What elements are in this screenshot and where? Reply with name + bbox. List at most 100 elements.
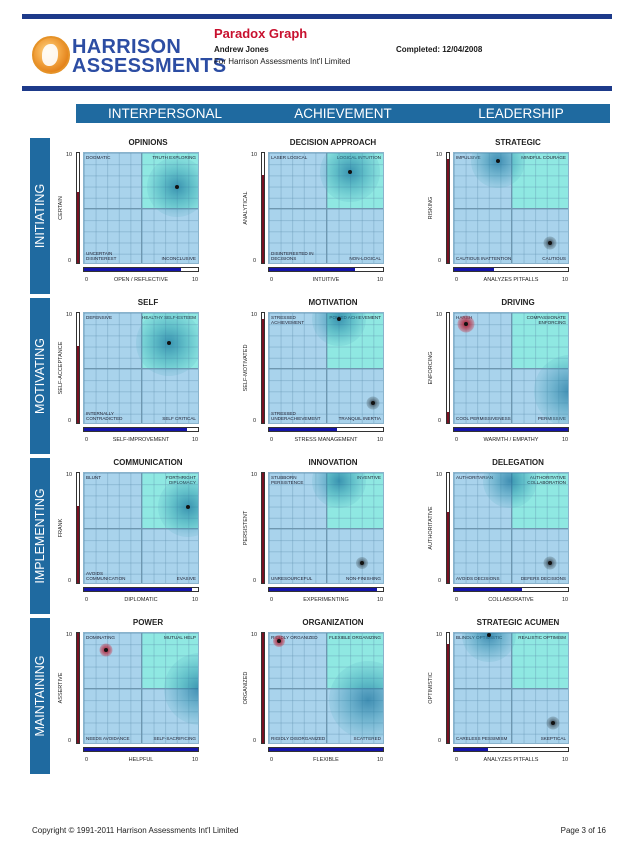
- x-axis-label: ANALYZES PITFALLS: [483, 277, 539, 283]
- x-score-fill: [454, 588, 523, 591]
- x-score-fill: [84, 428, 187, 431]
- plot-area: BLINDLY OPTIMISTICREALISTIC OPTIMISMCARE…: [453, 632, 569, 744]
- y-tick-max: 10: [436, 312, 443, 318]
- x-axis-label: ANALYZES PITFALLS: [483, 757, 539, 763]
- y-tick-max: 10: [251, 152, 258, 158]
- page-title: Paradox Graph: [214, 26, 308, 41]
- y-axis-label: CERTAIN: [58, 196, 64, 220]
- mid-line-horizontal: [454, 688, 568, 689]
- paradox-chart: DRIVING ENFORCING 10 0 HARSHCOMPASSIONATE EN…: [428, 298, 608, 454]
- chart-title: STRATEGIC: [495, 138, 541, 147]
- y-score-fill: [77, 191, 79, 263]
- paradox-chart: OPINIONS CERTAIN 10 0 DOGMATICTRUTH EXPLORIN…: [58, 138, 238, 294]
- x-score-bar: [83, 267, 199, 272]
- x-tick-min: 0: [270, 597, 274, 603]
- plot-area: BLUNTFORTHRIGHT DIPLOMACYAVOIDS COMMUNIC…: [83, 472, 199, 584]
- x-tick-max: 10: [192, 437, 199, 443]
- score-marker: [166, 341, 171, 346]
- x-score-bar: [453, 427, 569, 432]
- chart-title: COMMUNICATION: [113, 458, 183, 467]
- logo-line2: ASSESSMENTS: [72, 55, 227, 77]
- y-tick-max: 10: [66, 472, 73, 478]
- y-axis-label: ANALYTICAL: [243, 191, 249, 225]
- quadrant-label-top-right: MUTUAL HELP: [164, 635, 196, 640]
- score-marker: [348, 170, 353, 175]
- quadrant-label-bottom-right: TRANQUIL INERTIA: [338, 415, 381, 421]
- x-score-bar: [453, 267, 569, 272]
- y-score-bar: [261, 312, 265, 424]
- quadrant-label-top-right: AUTHORITATIVE COLLABORATION: [527, 475, 566, 486]
- logo-line1: HARRISON: [72, 36, 182, 58]
- y-score-fill: [262, 473, 264, 583]
- quadrant-label-top-right: MINDFUL COURAGE: [521, 155, 566, 160]
- x-tick-min: 0: [85, 757, 89, 763]
- x-score-fill: [454, 748, 489, 751]
- y-score-bar: [261, 152, 265, 264]
- x-score-fill: [454, 268, 494, 271]
- x-tick-min: 0: [270, 437, 274, 443]
- quadrant-label-bottom-right: INCONCLUSIVE: [161, 255, 196, 261]
- y-score-fill: [262, 318, 264, 423]
- paradox-chart: DECISION APPROACH ANALYTICAL 10 0 LASER LOGI…: [243, 138, 423, 294]
- quadrant-label-top-left: DEFENSIVE: [86, 315, 113, 320]
- y-tick-min: 0: [253, 578, 257, 584]
- x-score-bar: [268, 267, 384, 272]
- y-tick-max: 10: [251, 312, 258, 318]
- quadrant-label-top-left: LASER LOGICAL: [271, 155, 308, 160]
- paradox-chart: STRATEGIC RISKING 10 0 IMPULSIVE MINDFUL COUR…: [428, 138, 608, 294]
- x-tick-max: 10: [562, 597, 569, 603]
- mid-line-horizontal: [269, 368, 383, 369]
- top-divider: [22, 14, 612, 19]
- mid-line-horizontal: [454, 528, 568, 529]
- y-axis-label: FRANK: [58, 518, 64, 538]
- x-tick-max: 10: [562, 437, 569, 443]
- quadrant-label-top-left: IMPULSIVE: [456, 155, 481, 160]
- x-tick-min: 0: [85, 597, 89, 603]
- plot-area: DEFENSIVEHEALTHY SELF-ESTEEMINTERNALLY C…: [83, 312, 199, 424]
- quadrant-label-top-right: FLEXIBLE ORGANIZING: [329, 635, 381, 640]
- score-marker: [359, 560, 364, 565]
- y-score-bar: [76, 472, 80, 584]
- x-score-fill: [269, 268, 355, 271]
- quadrant-label-top-right: REALISTIC OPTIMISM: [518, 635, 566, 640]
- quadrant-label-top-left: STRESSED ACHIEVEMENT: [271, 315, 305, 326]
- score-marker: [463, 322, 468, 327]
- y-tick-min: 0: [253, 738, 257, 744]
- quadrant-label-bottom-right: SELF-SACRIFICING: [153, 735, 196, 741]
- x-tick-min: 0: [270, 757, 274, 763]
- quadrant-label-bottom-left: COOL PERMISSIVENESS: [456, 415, 511, 421]
- harrison-logo: HARRISON ASSESSMENTS: [32, 34, 226, 80]
- quadrant-label-top-left: RIGIDLY ORGANIZED: [271, 635, 318, 640]
- y-score-bar: [76, 632, 80, 744]
- quadrant-label-bottom-left: INTERNALLY CONTRADICTED: [86, 410, 123, 421]
- x-score-fill: [84, 748, 198, 751]
- y-score-fill: [447, 412, 449, 423]
- x-tick-max: 10: [192, 757, 199, 763]
- chart-title: OPINIONS: [128, 138, 168, 147]
- column-header: LEADERSHIP: [478, 106, 564, 121]
- x-tick-max: 10: [377, 277, 384, 283]
- y-axis-label: RISKING: [428, 196, 434, 220]
- chart-title: INNOVATION: [308, 458, 358, 467]
- y-axis-label: PERSISTENT: [243, 510, 249, 546]
- paradox-chart: INNOVATION PERSISTENT 10 0 STUBBORN PERSISTE…: [243, 458, 423, 614]
- y-score-fill: [447, 511, 449, 583]
- x-tick-max: 10: [377, 597, 384, 603]
- x-score-fill: [269, 428, 338, 431]
- score-marker: [548, 240, 553, 245]
- quadrant-label-bottom-left: CAUTIOUS INATTENTION: [456, 255, 512, 261]
- x-score-bar: [83, 587, 199, 592]
- x-tick-min: 0: [85, 277, 89, 283]
- paradox-chart: SELF SELF-ACCEPTANCE 10 0 DEFENSIVEHEALTHY S…: [58, 298, 238, 454]
- y-tick-min: 0: [438, 258, 442, 264]
- plot-area: STUBBORN PERSISTENCE INVENTIVE UNRESOURCEF…: [268, 472, 384, 584]
- mid-line-horizontal: [84, 688, 198, 689]
- quadrant-label-bottom-right: SELF CRITICAL: [162, 415, 196, 421]
- chart-title: STRATEGIC ACUMEN: [476, 618, 560, 627]
- chart-title: ORGANIZATION: [302, 618, 364, 627]
- footer-page-number: Page 3 of 16: [560, 826, 606, 835]
- y-axis-label: ASSERTIVE: [58, 672, 64, 704]
- score-marker: [548, 560, 553, 565]
- y-score-bar: [446, 152, 450, 264]
